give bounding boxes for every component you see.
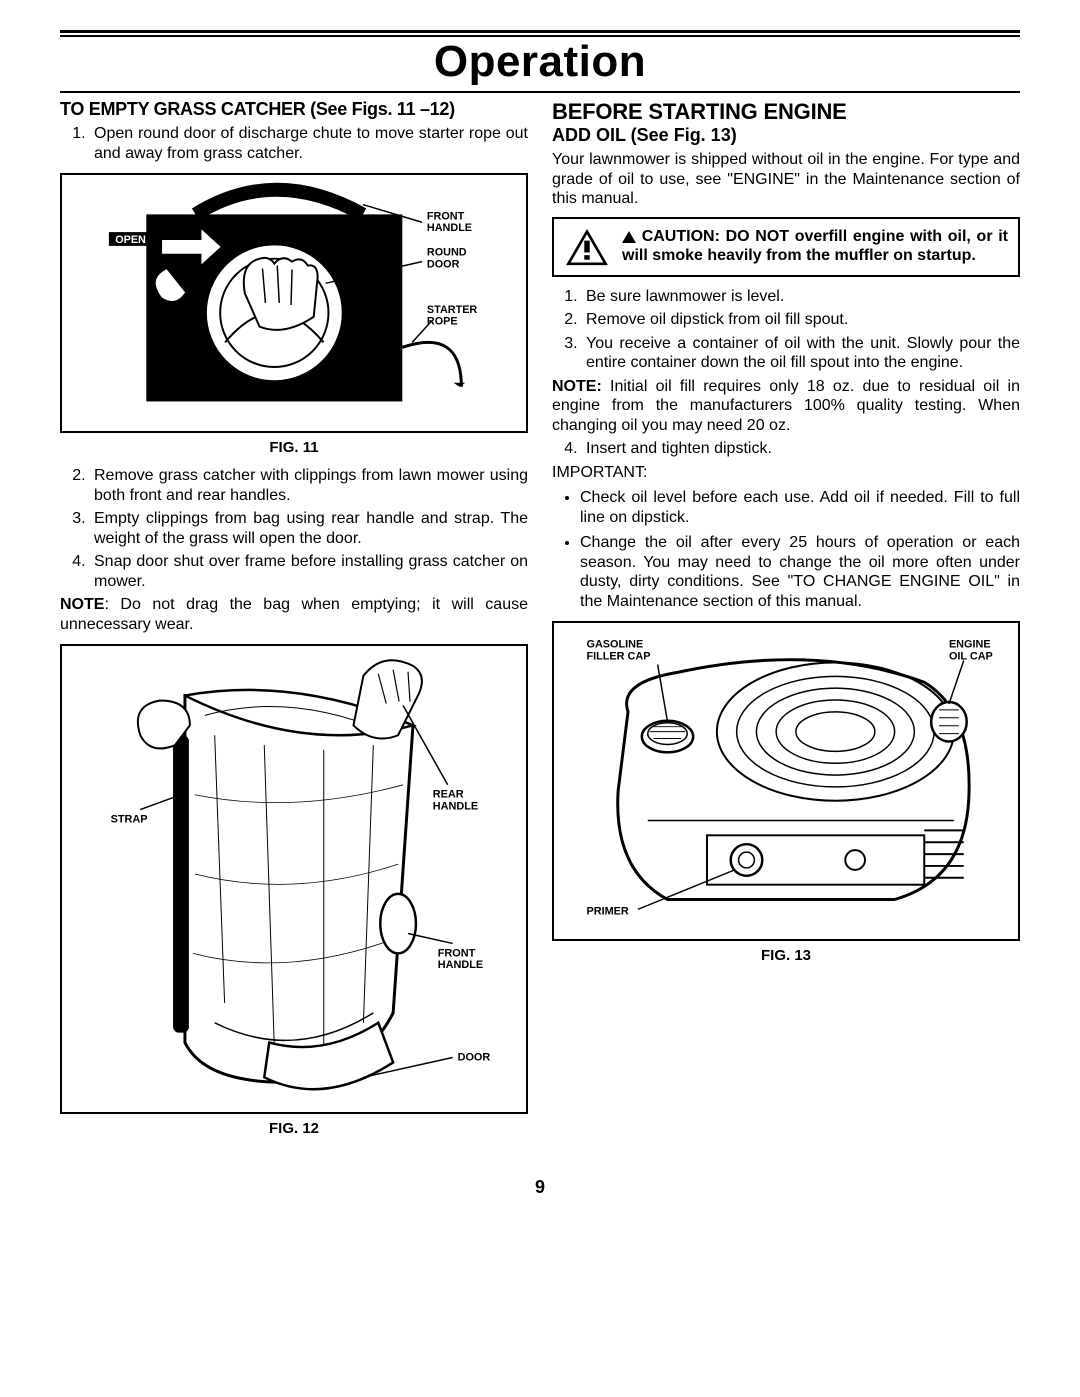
- caution-text: CAUTION: DO NOT overfill engine with oil…: [622, 227, 1008, 265]
- subheading-add-oil: ADD OIL (See Fig. 13): [552, 125, 1020, 146]
- caution-box: CAUTION: DO NOT overfill engine with oil…: [552, 217, 1020, 277]
- step-4: Snap door shut over frame before install…: [90, 552, 528, 591]
- fig13-label-gas-cap: GASOLINEFILLER CAP: [587, 639, 651, 663]
- fig12-label-front-handle: FRONTHANDLE: [438, 947, 483, 971]
- fig13-label-primer: PRIMER: [587, 906, 629, 918]
- steps-list-1: Open round door of discharge chute to mo…: [60, 124, 528, 163]
- important-label: IMPORTANT:: [552, 463, 1020, 483]
- bullet-2: Change the oil after every 25 hours of o…: [580, 533, 1020, 611]
- warning-icon: [564, 227, 610, 267]
- right-column: BEFORE STARTING ENGINE ADD OIL (See Fig.…: [552, 95, 1020, 1147]
- left-column: TO EMPTY GRASS CATCHER (See Figs. 11 –12…: [60, 95, 528, 1147]
- fig11-svg: OPEN FRONTHANDLE ROUNDDOOR STARTERROPE: [62, 175, 526, 431]
- fig11-label-front-handle: FRONTHANDLE: [427, 210, 472, 234]
- title-box: Operation: [60, 35, 1020, 93]
- bullet-1: Check oil level before each use. Add oil…: [580, 488, 1020, 527]
- figure-12: STRAP REARHANDLE FRONTHANDLE DOOR: [60, 644, 528, 1114]
- step-3: Empty clippings from bag using rear hand…: [90, 509, 528, 548]
- oil-step-4: Insert and tighten dipstick.: [582, 439, 1020, 459]
- heading-before-start: BEFORE STARTING ENGINE: [552, 99, 1020, 125]
- note-text-2: Initial oil fill requires only 18 oz. du…: [552, 378, 1020, 434]
- fig13-svg: GASOLINEFILLER CAP ENGINEOIL CAP PRIMER: [554, 623, 1018, 939]
- step-1: Open round door of discharge chute to mo…: [90, 124, 528, 163]
- note-1: NOTE: Do not drag the bag when emptying;…: [60, 595, 528, 634]
- fig11-label-open: OPEN: [115, 234, 146, 246]
- page: Operation TO EMPTY GRASS CATCHER (See Fi…: [0, 0, 1080, 1238]
- figure-11: OPEN FRONTHANDLE ROUNDDOOR STARTERROPE: [60, 173, 528, 433]
- oil-step-3: You receive a container of oil with the …: [582, 334, 1020, 373]
- heading-grass-catcher: TO EMPTY GRASS CATCHER (See Figs. 11 –12…: [60, 99, 528, 120]
- fig11-caption: FIG. 11: [60, 439, 528, 456]
- oil-step-1: Be sure lawnmower is level.: [582, 287, 1020, 307]
- intro-text: Your lawnmower is shipped without oil in…: [552, 150, 1020, 209]
- important-bullets: Check oil level before each use. Add oil…: [552, 488, 1020, 611]
- fig12-label-door: DOOR: [458, 1052, 491, 1064]
- fig13-caption: FIG. 13: [552, 947, 1020, 964]
- figure-13: GASOLINEFILLER CAP ENGINEOIL CAP PRIMER: [552, 621, 1020, 941]
- columns: TO EMPTY GRASS CATCHER (See Figs. 11 –12…: [60, 95, 1020, 1147]
- fig12-caption: FIG. 12: [60, 1120, 528, 1137]
- step-2: Remove grass catcher with clippings from…: [90, 466, 528, 505]
- fig12-svg: STRAP REARHANDLE FRONTHANDLE DOOR: [62, 646, 526, 1112]
- oil-step-2: Remove oil dipstick from oil fill spout.: [582, 310, 1020, 330]
- rule: [60, 30, 1020, 33]
- fig11-label-starter-rope: STARTERROPE: [427, 304, 478, 328]
- note-2: NOTE: Initial oil fill requires only 18 …: [552, 377, 1020, 436]
- fig13-label-oil-cap: ENGINEOIL CAP: [949, 639, 993, 663]
- page-number: 9: [60, 1177, 1020, 1198]
- page-title: Operation: [60, 37, 1020, 87]
- note-text: : Do not drag the bag when emptying; it …: [60, 596, 528, 633]
- steps-list-2: Remove grass catcher with clippings from…: [60, 466, 528, 591]
- note-label: NOTE: [60, 596, 104, 613]
- oil-steps-1: Be sure lawnmower is level. Remove oil d…: [552, 287, 1020, 373]
- note-label-2: NOTE:: [552, 378, 602, 395]
- fig12-label-strap: STRAP: [111, 814, 148, 826]
- caution-label: CAUTION:: [642, 228, 720, 245]
- fig11-label-round-door: ROUNDDOOR: [427, 247, 467, 271]
- oil-steps-2: Insert and tighten dipstick.: [552, 439, 1020, 459]
- fig12-label-rear-handle: REARHANDLE: [433, 789, 478, 813]
